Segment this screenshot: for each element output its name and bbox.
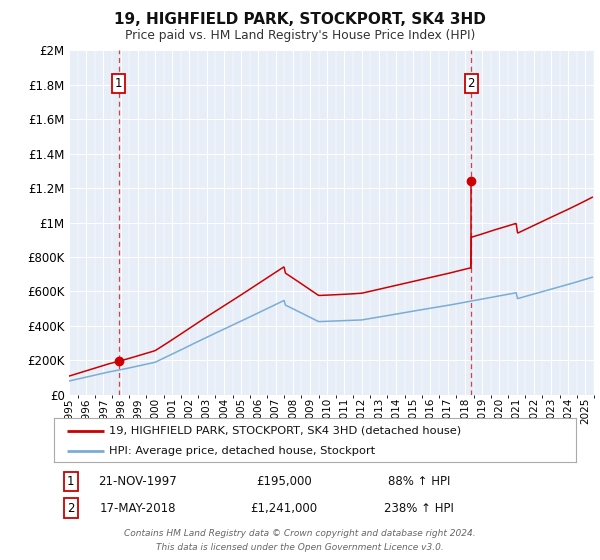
Text: HPI: Average price, detached house, Stockport: HPI: Average price, detached house, Stoc…: [109, 446, 375, 456]
Text: 238% ↑ HPI: 238% ↑ HPI: [385, 502, 454, 515]
Text: 1: 1: [115, 77, 122, 90]
Text: 21-NOV-1997: 21-NOV-1997: [98, 475, 177, 488]
Text: 2: 2: [467, 77, 475, 90]
Text: 1: 1: [67, 475, 74, 488]
Text: 19, HIGHFIELD PARK, STOCKPORT, SK4 3HD: 19, HIGHFIELD PARK, STOCKPORT, SK4 3HD: [114, 12, 486, 27]
Text: 88% ↑ HPI: 88% ↑ HPI: [388, 475, 451, 488]
Text: Price paid vs. HM Land Registry's House Price Index (HPI): Price paid vs. HM Land Registry's House …: [125, 29, 475, 42]
Text: This data is licensed under the Open Government Licence v3.0.: This data is licensed under the Open Gov…: [156, 543, 444, 552]
Text: 19, HIGHFIELD PARK, STOCKPORT, SK4 3HD (detached house): 19, HIGHFIELD PARK, STOCKPORT, SK4 3HD (…: [109, 426, 461, 436]
Text: £195,000: £195,000: [256, 475, 311, 488]
Text: Contains HM Land Registry data © Crown copyright and database right 2024.: Contains HM Land Registry data © Crown c…: [124, 529, 476, 538]
Text: £1,241,000: £1,241,000: [250, 502, 317, 515]
Text: 2: 2: [67, 502, 74, 515]
Text: 17-MAY-2018: 17-MAY-2018: [99, 502, 176, 515]
